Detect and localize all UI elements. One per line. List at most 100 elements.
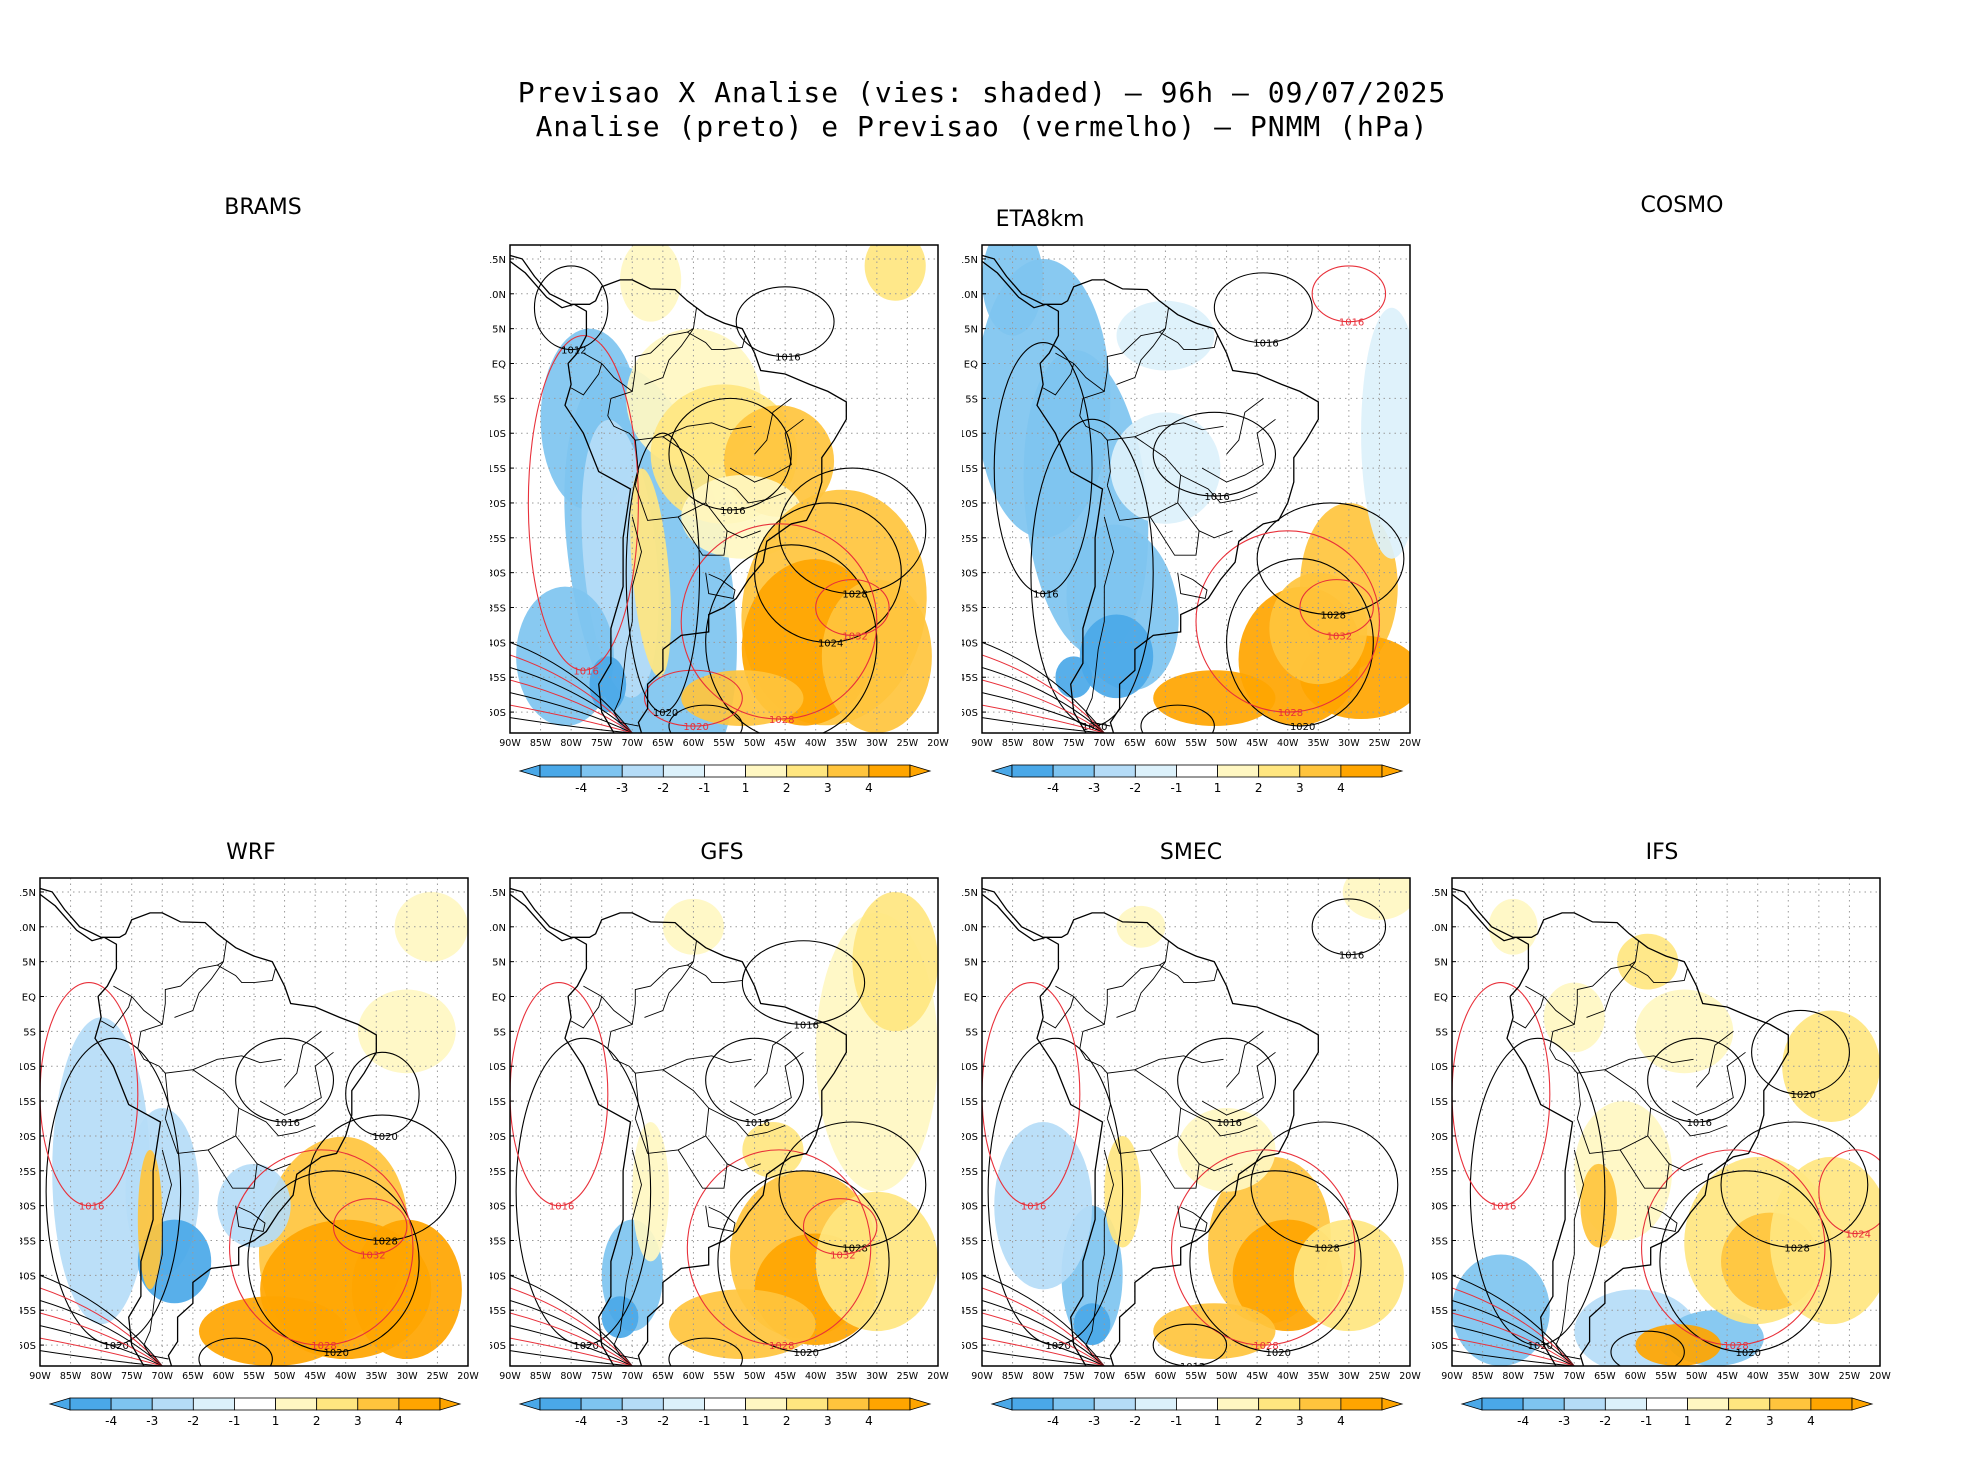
colorbar-segment bbox=[1011, 764, 1054, 778]
longitude-tick-label: 70W bbox=[152, 1371, 174, 1382]
colorbar-right-arrow bbox=[1381, 1397, 1404, 1411]
longitude-tick-label: 50W bbox=[1216, 738, 1238, 749]
country-border bbox=[726, 1163, 761, 1172]
analysis-isobar-label: 1016 bbox=[775, 353, 800, 364]
longitude-tick-label: 30W bbox=[866, 738, 888, 749]
analysis-isobar-label: 1028 bbox=[842, 1243, 867, 1254]
country-border bbox=[662, 422, 752, 438]
forecast-isobar bbox=[1818, 1149, 1880, 1235]
longitude-tick-label: 45W bbox=[1716, 1371, 1738, 1382]
analysis-isobar bbox=[1213, 272, 1313, 344]
map-svg: 1020102810321028101210201016101610161016… bbox=[958, 244, 1421, 795]
analysis-isobar-label: 1020 bbox=[1290, 722, 1315, 733]
longitude-tick-label: 60W bbox=[1155, 738, 1177, 749]
analysis-isobar-label: 1028 bbox=[1321, 610, 1346, 621]
analysis-isobar-label: 1016 bbox=[1687, 1118, 1712, 1129]
latitude-tick-label: 30S bbox=[490, 1202, 506, 1213]
latitude-tick-label: 5N bbox=[1434, 958, 1448, 969]
map-frame bbox=[509, 877, 939, 1367]
longitude-tick-label: 45W bbox=[1246, 738, 1268, 749]
country-border bbox=[1671, 1051, 1746, 1116]
analysis-isobar-label: 1020 bbox=[793, 1348, 818, 1359]
colorbar-tick-label: -4 bbox=[1047, 1414, 1059, 1428]
southern-isobar bbox=[982, 717, 1105, 733]
southern-isobar bbox=[40, 1274, 163, 1366]
forecast-isobar bbox=[982, 982, 1081, 1207]
colorbar-segment bbox=[110, 1397, 153, 1411]
longitude-tick-label: 60W bbox=[213, 1371, 235, 1382]
longitude-tick-label: 35W bbox=[836, 738, 858, 749]
longitude-tick-label: 85W bbox=[530, 738, 552, 749]
country-border bbox=[1552, 940, 1639, 1032]
longitude-tick-label: 55W bbox=[243, 1371, 265, 1382]
southern-isobar bbox=[510, 1350, 633, 1366]
latitude-tick-label: 30S bbox=[1432, 1202, 1448, 1213]
colorbar-tick-label: 4 bbox=[865, 781, 873, 795]
country-border bbox=[1226, 1031, 1264, 1088]
latitude-tick-label: 5S bbox=[493, 1027, 506, 1038]
colorbar-segment bbox=[868, 1397, 911, 1411]
colorbar-tick-label: 1 bbox=[742, 1414, 750, 1428]
latitude-tick-label: 25S bbox=[1432, 1167, 1448, 1178]
longitude-tick-label: 40W bbox=[1277, 738, 1299, 749]
colorbar-tick-label: -2 bbox=[187, 1414, 199, 1428]
longitude-tick-label: 85W bbox=[1002, 738, 1024, 749]
forecast-isobar-label: 1016 bbox=[79, 1202, 104, 1213]
country-border bbox=[729, 1051, 804, 1116]
colorbar-segment bbox=[621, 1397, 664, 1411]
country-border bbox=[217, 964, 276, 984]
bias-shading-pos3 bbox=[137, 1149, 163, 1290]
country-border bbox=[1106, 1069, 1182, 1154]
longitude-tick-label: 30W bbox=[1808, 1371, 1830, 1382]
bias-shading-pos3 bbox=[1269, 572, 1368, 685]
forecast-isobar bbox=[228, 1149, 414, 1346]
country-border bbox=[1604, 1055, 1694, 1071]
bias-shading-neg3 bbox=[1452, 1254, 1550, 1366]
southern-isobar bbox=[982, 679, 1105, 733]
country-border bbox=[1116, 961, 1166, 1018]
colorbar-tick-label: -4 bbox=[1047, 781, 1059, 795]
country-border bbox=[1177, 1205, 1208, 1233]
forecast-isobar-label: 1028 bbox=[1723, 1341, 1748, 1352]
colorbar-tick-label: -2 bbox=[657, 1414, 669, 1428]
analysis-isobar bbox=[45, 1037, 182, 1346]
latitude-tick-label: 35S bbox=[490, 604, 506, 615]
longitude-tick-label: 20W bbox=[1399, 738, 1421, 749]
southern-isobar bbox=[40, 1350, 163, 1366]
colorbar-segment bbox=[1134, 1397, 1177, 1411]
latitude-tick-label: 35S bbox=[962, 604, 978, 615]
model-label-wrf: WRF bbox=[226, 840, 276, 865]
colorbar-tick-label: -1 bbox=[698, 1414, 710, 1428]
colorbar-right-arrow bbox=[1381, 764, 1404, 778]
longitude-tick-label: 55W bbox=[1655, 1371, 1677, 1382]
country-border bbox=[1549, 1031, 1578, 1074]
colorbar-tick-label: -1 bbox=[1640, 1414, 1652, 1428]
country-border bbox=[1055, 352, 1105, 392]
analysis-isobar bbox=[625, 432, 701, 713]
colorbar-tick-label: 3 bbox=[1766, 1414, 1774, 1428]
latitude-tick-label: 20S bbox=[490, 499, 506, 510]
forecast-isobar-label: 1032 bbox=[360, 1250, 385, 1261]
colorbar-segment bbox=[1134, 764, 1177, 778]
latitude-tick-label: 5S bbox=[23, 1027, 36, 1038]
longitude-tick-label: 40W bbox=[805, 738, 827, 749]
longitude-tick-label: 30W bbox=[866, 1371, 888, 1382]
latitude-tick-label: 5N bbox=[492, 958, 506, 969]
colorbar-right-arrow bbox=[909, 1397, 932, 1411]
colorbar-segment bbox=[1258, 764, 1301, 778]
country-border bbox=[1576, 1069, 1652, 1154]
country-border bbox=[1055, 985, 1105, 1025]
map-svg: 10201028103210281012102010161016101615N1… bbox=[486, 877, 949, 1428]
longitude-tick-label: 80W bbox=[560, 1371, 582, 1382]
colorbar-segment bbox=[69, 1397, 112, 1411]
longitude-tick-label: 50W bbox=[274, 1371, 296, 1382]
longitude-tick-label: 75W bbox=[1063, 1371, 1085, 1382]
colorbar-tick-label: 3 bbox=[1296, 781, 1304, 795]
colorbar-segment bbox=[151, 1397, 194, 1411]
country-border bbox=[570, 363, 603, 396]
latitude-tick-label: 20S bbox=[962, 499, 978, 510]
latitude-tick-label: 50S bbox=[20, 1341, 36, 1352]
forecast-isobar-label: 1016 bbox=[1339, 318, 1364, 329]
analysis-isobar bbox=[1177, 1037, 1277, 1123]
forecast-isobar-label: 1028 bbox=[1278, 708, 1303, 719]
